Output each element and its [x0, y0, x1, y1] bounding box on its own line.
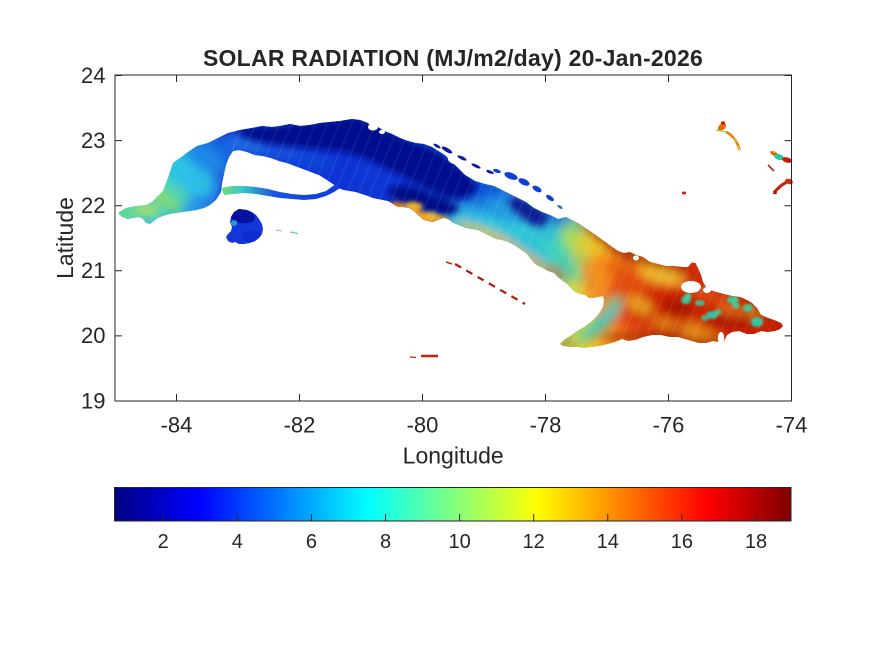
svg-text:4: 4 — [232, 531, 243, 553]
svg-text:18: 18 — [745, 531, 767, 553]
svg-text:-80: -80 — [407, 413, 439, 438]
svg-text:16: 16 — [671, 531, 693, 553]
svg-text:14: 14 — [597, 531, 619, 553]
svg-text:22: 22 — [81, 193, 105, 218]
svg-text:-84: -84 — [161, 413, 193, 438]
svg-text:23: 23 — [81, 128, 105, 153]
svg-text:-82: -82 — [284, 413, 316, 438]
svg-text:21: 21 — [81, 258, 105, 283]
svg-text:8: 8 — [380, 531, 391, 553]
svg-text:-76: -76 — [653, 413, 685, 438]
svg-text:Longitude: Longitude — [403, 443, 504, 469]
svg-text:12: 12 — [523, 531, 545, 553]
svg-text:24: 24 — [81, 63, 105, 88]
svg-text:-78: -78 — [530, 413, 562, 438]
svg-text:2: 2 — [158, 531, 169, 553]
svg-text:20: 20 — [81, 323, 105, 348]
svg-text:SOLAR RADIATION (MJ/m2/day) 20: SOLAR RADIATION (MJ/m2/day) 20-Jan-2026 — [203, 45, 703, 71]
svg-text:Latitude: Latitude — [52, 197, 78, 279]
svg-text:-74: -74 — [776, 413, 808, 438]
svg-text:6: 6 — [306, 531, 317, 553]
svg-text:19: 19 — [81, 388, 105, 413]
svg-text:10: 10 — [448, 531, 470, 553]
